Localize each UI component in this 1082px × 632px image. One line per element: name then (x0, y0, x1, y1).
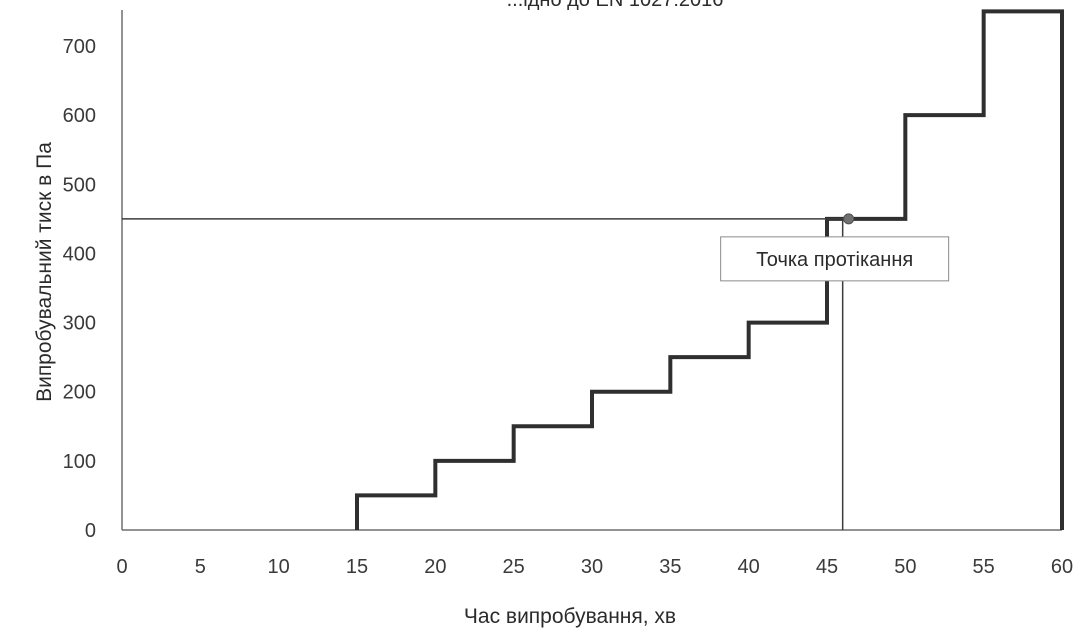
chart-title: ...ідно до EN 1027:2016 (507, 0, 724, 11)
y-tick-label: 300 (63, 313, 96, 335)
x-tick-label: 60 (1051, 556, 1073, 578)
leak-reference-line (122, 218, 844, 530)
y-tick-label: 400 (63, 243, 96, 265)
x-tick-label: 10 (268, 556, 290, 578)
leak-point-marker (843, 213, 855, 225)
x-tick-label: 40 (738, 556, 760, 578)
y-tick-label: 500 (63, 174, 96, 196)
y-tick-labels: 0 100 200 300 400 500 600 700 (63, 36, 96, 542)
x-tick-label: 15 (346, 556, 368, 578)
axes (121, 10, 1062, 531)
y-tick-label: 700 (63, 36, 96, 58)
x-tick-label: 50 (894, 556, 916, 578)
y-tick-label: 0 (85, 520, 96, 542)
y-tick-label: 100 (63, 451, 96, 473)
y-axis-title: Випробувальний тиск в Па (33, 142, 56, 402)
x-tick-label: 55 (973, 556, 995, 578)
x-tick-label: 45 (816, 556, 838, 578)
x-tick-label: 20 (424, 556, 446, 578)
x-axis-title: Час випробування, хв (464, 605, 676, 628)
x-tick-label: 30 (581, 556, 603, 578)
x-tick-labels: 0 5 10 15 20 25 30 35 40 45 50 55 60 (116, 556, 1073, 578)
y-tick-label: 200 (63, 382, 96, 404)
x-tick-label: 5 (195, 556, 206, 578)
y-tick-label: 600 (63, 105, 96, 127)
x-tick-label: 35 (659, 556, 681, 578)
annotation-layer: Точка протікання (720, 213, 950, 282)
annotation-label: Точка протікання (756, 249, 913, 271)
pressure-step-series (355, 9, 1064, 530)
series-layer (122, 9, 1064, 530)
annotation-box (720, 236, 950, 282)
x-tick-label: 0 (116, 556, 127, 578)
x-tick-label: 25 (503, 556, 525, 578)
